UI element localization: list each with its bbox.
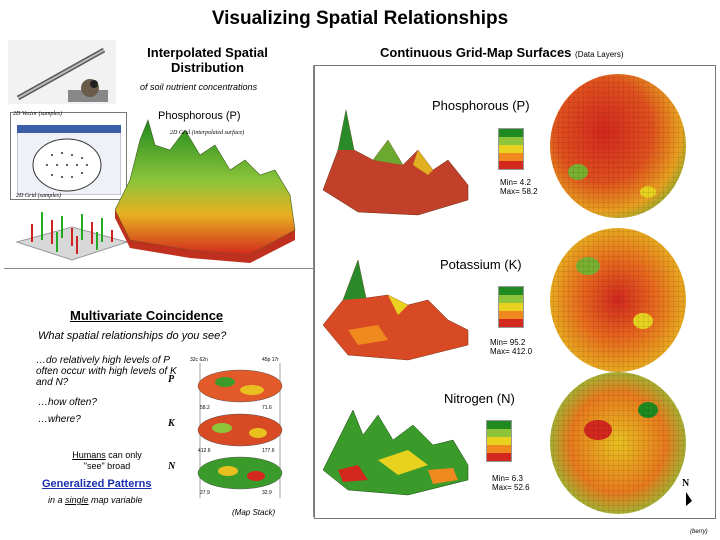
layer-phosphorous-legend <box>498 128 524 170</box>
layer-phosphorous-minmax: Min= 4.2 Max= 58.2 <box>500 178 538 196</box>
single-prefix: in a <box>48 495 66 505</box>
center-divider <box>313 65 314 517</box>
multivariate-heading: Multivariate Coincidence <box>70 308 224 323</box>
humans-text: Humans can only "see" broad <box>62 450 152 472</box>
credit-text: (berry) <box>690 529 708 535</box>
layer-phosphorous-max: Max= 58.2 <box>500 187 538 196</box>
vector-inset-label: 2D Vector (samples) <box>13 111 62 117</box>
stack-label-p: P <box>168 374 175 385</box>
vector-samples-inset: 2D Vector (samples) <box>10 111 127 200</box>
stack-value-2: 45p 17r <box>262 357 279 363</box>
layer-phosphorous-map <box>548 72 688 220</box>
stack-value-1: 32c 62n <box>190 357 208 363</box>
layer-nitrogen-min: Min= 6.3 <box>492 474 523 483</box>
right-heading-text: Continuous Grid-Map Surfaces <box>380 45 572 60</box>
layer-nitrogen-title: Nitrogen (N) <box>444 391 515 406</box>
layer-nitrogen-map <box>548 370 688 516</box>
layer-potassium-title: Potassium (K) <box>440 257 522 272</box>
layer-potassium-map <box>548 226 688 374</box>
layer-potassium-max: Max= 412.0 <box>490 347 533 356</box>
layer-nitrogen-max: Max= 52.6 <box>492 483 530 492</box>
map-stack <box>180 358 300 508</box>
layer-nitrogen-legend <box>486 420 512 462</box>
stack-value-6: 177.6 <box>262 448 275 454</box>
layer-potassium-3d <box>318 250 478 365</box>
map-stack-caption: (Map Stack) <box>232 508 276 517</box>
north-arrow-icon <box>684 492 694 511</box>
humans-word: Humans <box>72 450 106 460</box>
left-subtitle: of soil nutrient concentrations <box>140 82 258 92</box>
stack-value-8: 32.9 <box>262 490 272 496</box>
multivariate-q1: …do relatively high levels of P often oc… <box>36 355 177 388</box>
multivariate-q3: …where? <box>38 414 81 425</box>
page-title: Visualizing Spatial Relationships <box>211 8 509 29</box>
stack-value-7: 27.9 <box>200 490 210 496</box>
layer-potassium-minmax: Min= 95.2 Max= 412.0 <box>490 338 532 356</box>
stack-value-3: 58.2 <box>200 405 210 411</box>
left-heading: Interpolated Spatial Distribution <box>147 45 268 75</box>
layer-phosphorous-3d <box>318 90 478 220</box>
right-heading: Continuous Grid-Map Surfaces (Data Layer… <box>380 45 624 60</box>
grid-samples-3d-inset <box>12 202 132 264</box>
generalized-patterns: Generalized Patterns <box>42 478 152 490</box>
layer-phosphorous-title: Phosphorous (P) <box>432 98 530 113</box>
grid-interp-label: 2D Grid (interpolated surface) <box>170 130 245 136</box>
single-map-text: in a single map variable <box>48 495 143 505</box>
layer-nitrogen-3d <box>318 380 478 500</box>
stack-value-4: 71.6 <box>262 405 272 411</box>
multivariate-q2: …how often? <box>38 397 97 408</box>
layer-potassium-legend <box>498 286 524 328</box>
single-word: single <box>65 495 89 505</box>
right-heading-note: (Data Layers) <box>575 50 624 59</box>
layer-nitrogen-minmax: Min= 6.3 Max= 52.6 <box>492 474 530 492</box>
phosphorous-3d-surface <box>110 100 300 265</box>
left-surface-title: Phosphorous (P) <box>158 110 241 122</box>
soil-probe-photo <box>8 40 116 104</box>
single-suffix: map variable <box>88 495 143 505</box>
grid-samples-label: 2D Grid (samples) <box>16 193 61 199</box>
stack-value-5: 412.6 <box>198 448 211 454</box>
layer-phosphorous-min: Min= 4.2 <box>500 178 531 187</box>
layer-potassium-min: Min= 95.2 <box>490 338 526 347</box>
multivariate-question: What spatial relationships do you see? <box>38 330 227 342</box>
humans-rest: can only "see" broad <box>83 450 142 471</box>
left-panel-divider <box>4 268 314 269</box>
stack-label-k: K <box>168 418 175 429</box>
stack-label-n: N <box>168 461 176 472</box>
north-arrow-label: N <box>682 478 690 489</box>
